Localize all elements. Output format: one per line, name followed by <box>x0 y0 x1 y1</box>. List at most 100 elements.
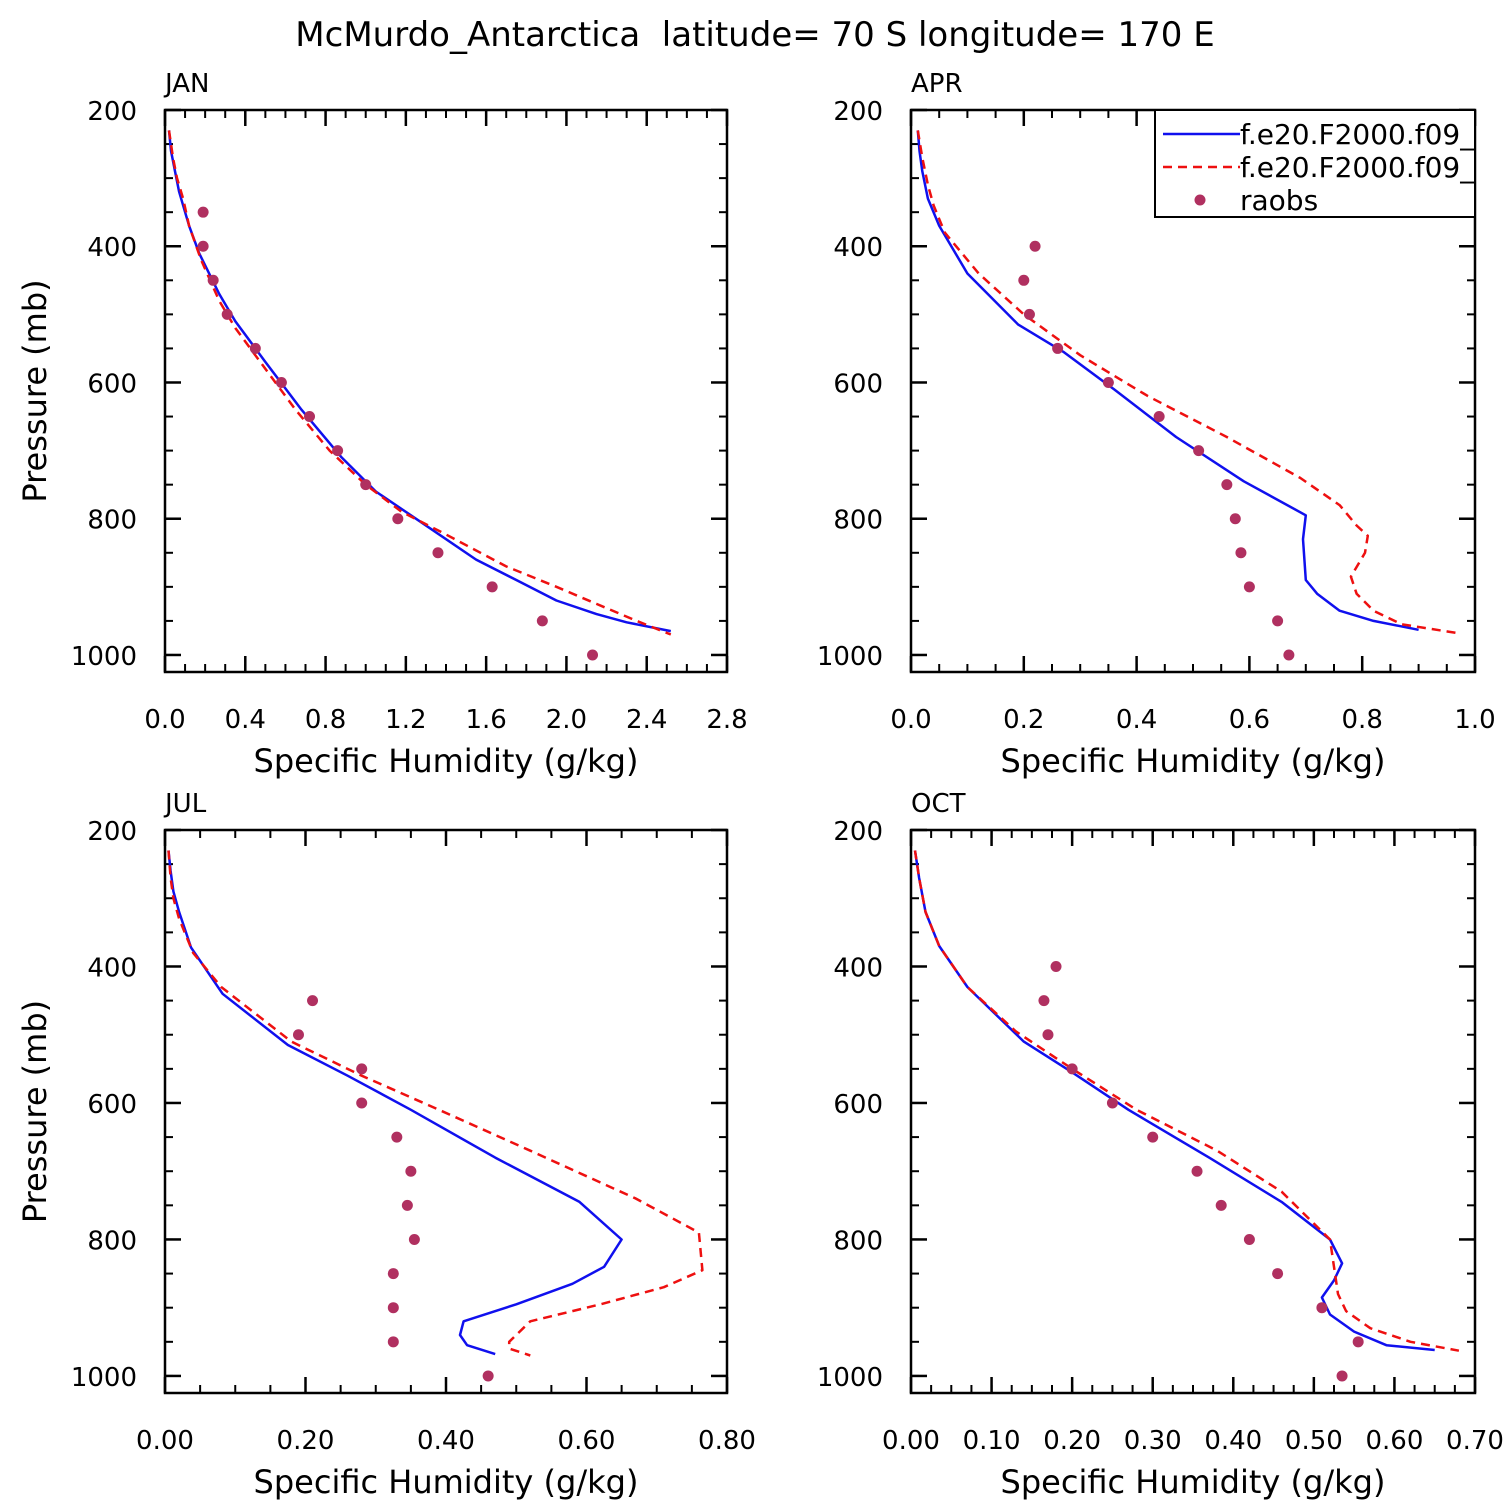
x-tick-label: 0.4 <box>225 705 266 735</box>
raobs-point <box>1050 960 1062 972</box>
raobs-point <box>405 1165 417 1177</box>
raobs-point <box>292 1029 304 1041</box>
x-tick-label: 1.6 <box>465 705 506 735</box>
y-tick-label: 600 <box>87 369 137 399</box>
series-layer <box>913 850 1460 1382</box>
raobs-point <box>356 1097 368 1109</box>
x-tick-label: 0.0 <box>890 705 931 735</box>
raobs-point <box>207 274 219 286</box>
raobs-point <box>1229 513 1241 525</box>
x-tick-label: 0.60 <box>558 1426 616 1456</box>
y-tick-label: 600 <box>833 1090 883 1120</box>
x-axis-label: Specific Humidity (g/kg) <box>1001 742 1386 780</box>
raobs-point <box>1106 1097 1118 1109</box>
panels: 0.0 0.4 0.8 1.2 1.6 2.0 2.4 2.8 200 400 600 800 1000… <box>16 69 1504 1501</box>
y-tick-label: 1000 <box>71 642 137 672</box>
raobs-point <box>1283 649 1295 661</box>
x-tick-label: 2.0 <box>546 705 587 735</box>
legend-label: f.e20.F2000.f09_ <box>1240 151 1475 184</box>
raobs-point <box>197 240 209 252</box>
raobs-point <box>1243 581 1255 593</box>
raobs-point <box>1147 1131 1159 1143</box>
raobs-point <box>1336 1370 1348 1382</box>
raobs-point <box>304 411 316 423</box>
y-tick-label: 1000 <box>817 642 883 672</box>
raobs-point <box>1352 1336 1364 1348</box>
raobs-point <box>1193 445 1205 457</box>
raobs-point <box>1038 995 1050 1007</box>
y-tick-label: 600 <box>87 1090 137 1120</box>
model-line-solid <box>167 130 672 633</box>
y-tick-label: 600 <box>833 369 883 399</box>
raobs-point <box>1052 342 1064 354</box>
legend-marker <box>1194 194 1206 206</box>
panel-label: JUL <box>163 789 207 819</box>
raobs-point <box>1153 411 1165 423</box>
raobs-point <box>360 479 372 491</box>
panel-oct: 0.00 0.10 0.20 0.30 0.40 0.50 0.60 0.70 200 400 60… <box>817 789 1504 1501</box>
x-tick-label: 0.40 <box>1204 1426 1262 1456</box>
x-axis-label: Specific Humidity (g/kg) <box>254 1463 639 1501</box>
raobs-point <box>387 1268 399 1280</box>
y-axis-label: Pressure (mb) <box>16 1000 54 1223</box>
raobs-point <box>1235 547 1247 559</box>
x-tick-label: 1.0 <box>1454 705 1495 735</box>
y-tick-label: 200 <box>833 97 883 127</box>
panel-label: JAN <box>163 69 209 99</box>
raobs-point <box>1221 479 1233 491</box>
x-tick-label: 0.8 <box>305 705 346 735</box>
series-layer <box>916 130 1459 661</box>
raobs-point <box>1023 308 1035 320</box>
model-line-dashed <box>167 850 704 1357</box>
raobs-point <box>1215 1199 1227 1211</box>
panel-label: APR <box>911 69 963 99</box>
raobs-point <box>401 1199 413 1211</box>
legend-box <box>1154 109 1476 218</box>
y-tick-label: 400 <box>87 953 137 983</box>
panel-apr: 0.0 0.2 0.4 0.6 0.8 1.0 200 400 600 800 1000 APR Spe… <box>817 69 1496 780</box>
x-tick-label: 0.00 <box>882 1426 940 1456</box>
model-line-dashed <box>167 130 672 636</box>
series-layer <box>167 130 672 661</box>
legend-label: raobs <box>1240 184 1318 217</box>
y-tick-label: 800 <box>87 1226 137 1256</box>
raobs-point <box>1243 1233 1255 1245</box>
y-axis-label: Pressure (mb) <box>16 279 54 502</box>
raobs-point <box>1272 615 1284 627</box>
x-tick-label: 0.00 <box>136 1426 194 1456</box>
x-tick-label: 0.4 <box>1116 705 1157 735</box>
raobs-point <box>408 1233 420 1245</box>
model-line-dashed <box>916 130 1459 635</box>
raobs-point <box>587 649 599 661</box>
legend: f.e20.F2000.f09_f.e20.F2000.f09_raobs <box>1154 109 1476 218</box>
plot-frame <box>163 828 729 1395</box>
x-tick-label: 1.2 <box>385 705 426 735</box>
panel-label: OCT <box>911 789 966 819</box>
y-tick-label: 800 <box>833 506 883 536</box>
x-tick-label: 0.10 <box>963 1426 1021 1456</box>
x-tick-label: 0.8 <box>1342 705 1383 735</box>
x-tick-label: 0.30 <box>1124 1426 1182 1456</box>
raobs-point <box>1191 1165 1203 1177</box>
y-tick-label: 1000 <box>817 1363 883 1393</box>
x-tick-label: 2.4 <box>626 705 667 735</box>
series-layer <box>167 850 704 1382</box>
model-line-dashed <box>913 850 1460 1352</box>
y-tick-label: 200 <box>833 817 883 847</box>
model-line-solid <box>167 850 623 1356</box>
raobs-point <box>221 308 233 320</box>
raobs-point <box>1042 1029 1054 1041</box>
raobs-point <box>1316 1302 1328 1314</box>
figure-title: McMurdo_Antarctica latitude= 70 S longit… <box>295 15 1214 55</box>
y-tick-label: 200 <box>87 817 137 847</box>
y-tick-label: 400 <box>833 233 883 263</box>
x-tick-label: 0.50 <box>1285 1426 1343 1456</box>
raobs-point <box>387 1336 399 1348</box>
raobs-point <box>197 206 209 218</box>
raobs-point <box>432 547 444 559</box>
x-axis-label: Specific Humidity (g/kg) <box>1001 1463 1386 1501</box>
x-axis-label: Specific Humidity (g/kg) <box>254 742 639 780</box>
raobs-point <box>482 1370 494 1382</box>
model-line-solid <box>913 850 1435 1352</box>
